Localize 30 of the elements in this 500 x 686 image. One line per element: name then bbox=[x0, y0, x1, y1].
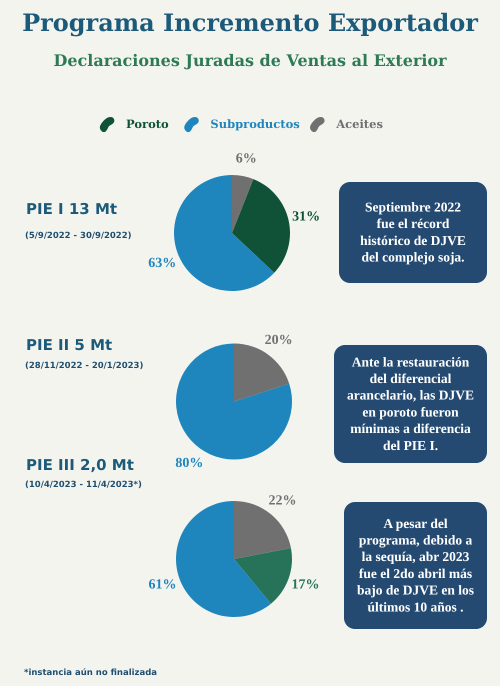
data-label: 80% bbox=[175, 456, 204, 471]
text: PIE I 13 Mt bbox=[26, 200, 118, 218]
pie-slice bbox=[232, 179, 290, 273]
text: *instancia aún no finalizada bbox=[24, 668, 158, 678]
chart-subtitle: (10/4/2023 - 11/4/2023*) bbox=[25, 480, 142, 490]
text: (28/11/2022 - 20/1/2023) bbox=[25, 361, 144, 371]
legend-label: Subproductos bbox=[210, 117, 300, 131]
text: Ante la restauración del diferencial arancelario, las DJVE en poroto fueron mínimas a diferencia del PIE I. bbox=[346, 354, 474, 453]
chart-title: PIE III 2,0 Mt bbox=[26, 456, 134, 474]
pie-slice bbox=[176, 501, 271, 617]
text: A pesar del programa, debido a la sequía, abr 2023 fue el 2do abril más bajo de DJVE en los últimos 10 años . bbox=[356, 516, 474, 614]
chart-title: PIE II 5 Mt bbox=[26, 336, 112, 354]
text: Programa Incremento Exportador bbox=[22, 8, 478, 37]
data-label: 22% bbox=[268, 493, 296, 508]
text: (5/9/2022 - 30/9/2022) bbox=[25, 231, 132, 241]
data-label: 61% bbox=[148, 578, 176, 593]
data-label: 20% bbox=[264, 333, 293, 348]
legend-label: Aceites bbox=[335, 117, 383, 131]
data-label: 63% bbox=[148, 256, 176, 272]
pie-slice bbox=[234, 548, 292, 604]
data-label: 6% bbox=[236, 151, 257, 166]
text: Declaraciones Juradas de Ventas al Exterior bbox=[53, 51, 448, 70]
pie-slice bbox=[234, 344, 290, 402]
data-label: 17% bbox=[292, 578, 320, 593]
pie-slice bbox=[176, 344, 292, 460]
pie-slice bbox=[232, 175, 254, 233]
data-label: 31% bbox=[292, 209, 320, 224]
pie-slice bbox=[174, 175, 274, 291]
legend-label: Poroto bbox=[126, 117, 170, 131]
text: Septiembre 2022 fue el récord histórico de DJVE del complejo soja. bbox=[360, 199, 466, 265]
